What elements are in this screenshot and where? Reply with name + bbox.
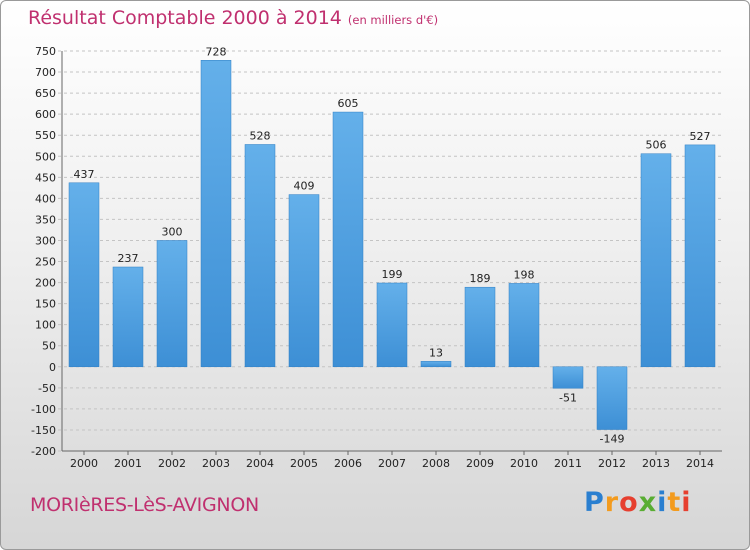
bar (552, 366, 584, 389)
x-tick-label: 2014 (686, 457, 714, 470)
data-label: 527 (690, 130, 711, 143)
data-label: 528 (250, 129, 271, 142)
chart-title-text: Résultat Comptable 2000 à 2014 (28, 7, 342, 29)
bar (244, 144, 276, 368)
city-name: MORIèRES-LèS-AVIGNON (30, 494, 259, 516)
data-label: 199 (382, 268, 403, 281)
y-tick-label: -200 (31, 445, 56, 458)
y-tick-label: -100 (31, 403, 56, 416)
bar (464, 286, 496, 368)
x-tick-label: 2006 (334, 457, 362, 470)
chart-title: Résultat Comptable 2000 à 2014 (en millie… (28, 7, 438, 29)
x-tick-label: 2000 (70, 457, 98, 470)
y-tick-label: 500 (35, 150, 56, 163)
logo-letter: r (604, 487, 620, 518)
logo-letter: P (584, 487, 605, 518)
y-tick-label: -50 (38, 382, 56, 395)
bar (508, 283, 540, 368)
x-tick-label: 2001 (114, 457, 142, 470)
y-tick-label: -150 (31, 424, 56, 437)
data-label: 409 (294, 180, 315, 193)
y-tick-label: 200 (35, 277, 56, 290)
data-label: 605 (338, 97, 359, 110)
bar (596, 366, 628, 430)
proxiti-logo[interactable]: Proxiti (584, 487, 692, 518)
y-tick-label: 750 (35, 45, 56, 58)
data-label: 728 (206, 45, 227, 58)
data-label: 237 (118, 252, 139, 265)
bar (332, 111, 364, 368)
y-tick-label: 50 (42, 340, 56, 353)
y-tick-label: 150 (35, 298, 56, 311)
data-label: -149 (600, 433, 625, 446)
data-label: 13 (429, 346, 443, 359)
data-label: 300 (162, 225, 183, 238)
data-label: 198 (514, 268, 535, 281)
chart-unit: (en milliers d'€) (347, 13, 439, 27)
bar (684, 144, 716, 368)
bar (68, 182, 100, 368)
y-tick-label: 0 (49, 361, 56, 374)
y-tick-label: 250 (35, 256, 56, 269)
x-tick-label: 2013 (642, 457, 670, 470)
data-label: 506 (646, 139, 667, 152)
bar (288, 194, 320, 368)
x-tick-label: 2009 (466, 457, 494, 470)
bar (156, 240, 188, 368)
data-label: -51 (559, 391, 577, 404)
y-tick-label: 450 (35, 171, 56, 184)
x-tick-label: 2003 (202, 457, 230, 470)
y-tick-label: 600 (35, 108, 56, 121)
logo-letter: i (681, 487, 692, 518)
y-tick-label: 400 (35, 192, 56, 205)
y-tick-label: 100 (35, 319, 56, 332)
bar (640, 153, 672, 368)
bar (376, 282, 408, 368)
logo-letter: x (638, 487, 658, 518)
logo-letter: t (667, 487, 682, 518)
y-tick-label: 550 (35, 129, 56, 142)
bar (200, 60, 232, 368)
x-tick-label: 2008 (422, 457, 450, 470)
x-tick-label: 2012 (598, 457, 626, 470)
y-tick-label: 350 (35, 213, 56, 226)
y-tick-label: 650 (35, 87, 56, 100)
bar (420, 361, 452, 368)
data-label: 189 (470, 272, 491, 285)
y-tick-label: 700 (35, 66, 56, 79)
x-tick-label: 2010 (510, 457, 538, 470)
x-tick-label: 2004 (246, 457, 274, 470)
x-tick-label: 2005 (290, 457, 318, 470)
y-tick-label: 300 (35, 234, 56, 247)
x-tick-label: 2011 (554, 457, 582, 470)
bar (112, 266, 144, 368)
x-tick-label: 2002 (158, 457, 186, 470)
logo-letter: o (619, 487, 639, 518)
x-tick-label: 2007 (378, 457, 406, 470)
logo-letter: i (657, 487, 668, 518)
data-label: 437 (74, 168, 95, 181)
